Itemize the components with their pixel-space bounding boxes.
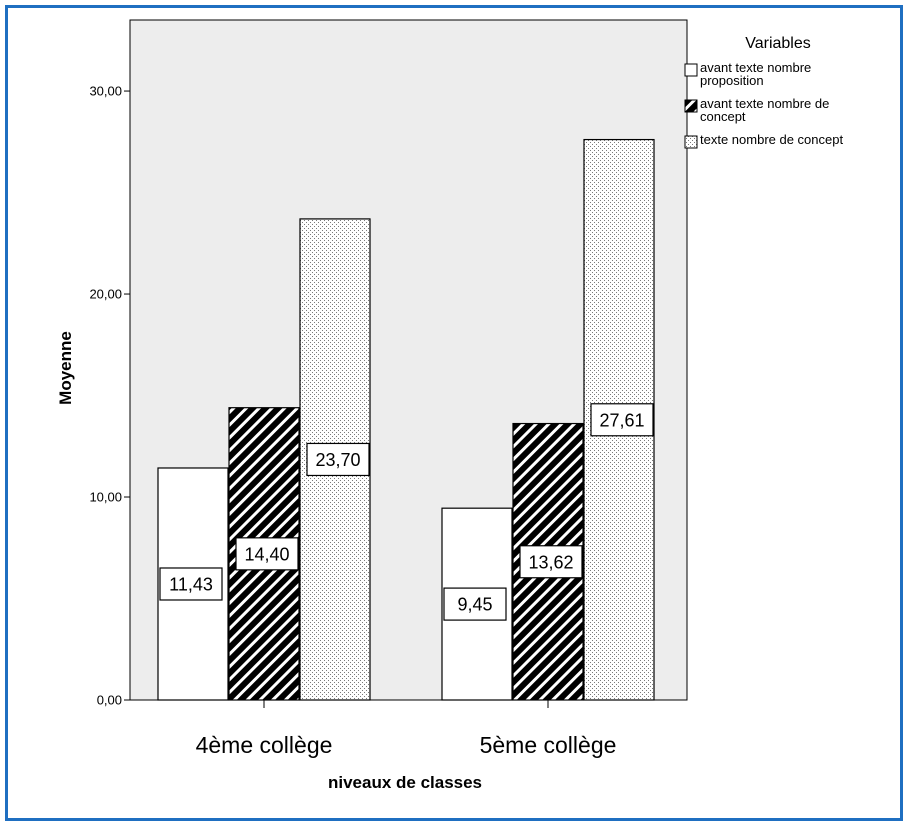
data-label-1-1: 11,43 <box>169 574 213 594</box>
data-label-2-2: 13,62 <box>528 552 573 572</box>
legend-label-2: avant texte nombre de <box>700 96 829 111</box>
y-tick-label: 0,00 <box>97 693 122 708</box>
x-tick-label: 4ème collège <box>196 732 333 758</box>
axes-group: 0,00 10,00 20,00 30,00 4ème collège 5ème coll… <box>89 20 616 758</box>
data-label-box-1-2 <box>235 537 299 571</box>
data-label-box-1-3 <box>306 442 370 477</box>
legend-swatch-1 <box>684 63 698 77</box>
data-label-box-2-1 <box>443 587 507 621</box>
legend-label-3: texte nombre de concept <box>700 132 843 147</box>
y-tick-label: 10,00 <box>89 490 122 505</box>
x-axis-title: niveaux de classes <box>328 773 482 792</box>
data-label-1-3: 23,70 <box>315 450 360 470</box>
y-tick-label: 30,00 <box>89 84 122 99</box>
legend-title: Variables <box>745 35 811 52</box>
data-label-1-2: 14,40 <box>244 544 289 564</box>
data-label-2-3: 27,61 <box>599 410 644 430</box>
legend-label-2: concept <box>700 109 746 124</box>
data-label-box-2-3 <box>590 403 654 437</box>
y-axis-title: Moyenne <box>56 331 75 405</box>
x-tick-label: 5ème collège <box>480 732 617 758</box>
legend-swatch-2 <box>684 99 698 113</box>
chart-frame: 0,00 10,00 20,00 30,00 4ème collège 5ème coll… <box>5 5 903 821</box>
legend-label-1: avant texte nombre <box>700 60 811 75</box>
legend-swatch-3 <box>684 135 698 149</box>
legend-label-1: proposition <box>700 73 764 88</box>
data-labels-group: 11,43 14,40 23,70 9,45 13,62 27,61 <box>159 403 654 621</box>
bar-chart: 0,00 10,00 20,00 30,00 4ème collège 5ème coll… <box>56 19 843 792</box>
data-label-2-1: 9,45 <box>457 595 492 615</box>
data-label-box-2-2 <box>519 545 583 579</box>
data-label-box-1-1 <box>159 567 223 601</box>
y-tick-label: 20,00 <box>89 287 122 302</box>
